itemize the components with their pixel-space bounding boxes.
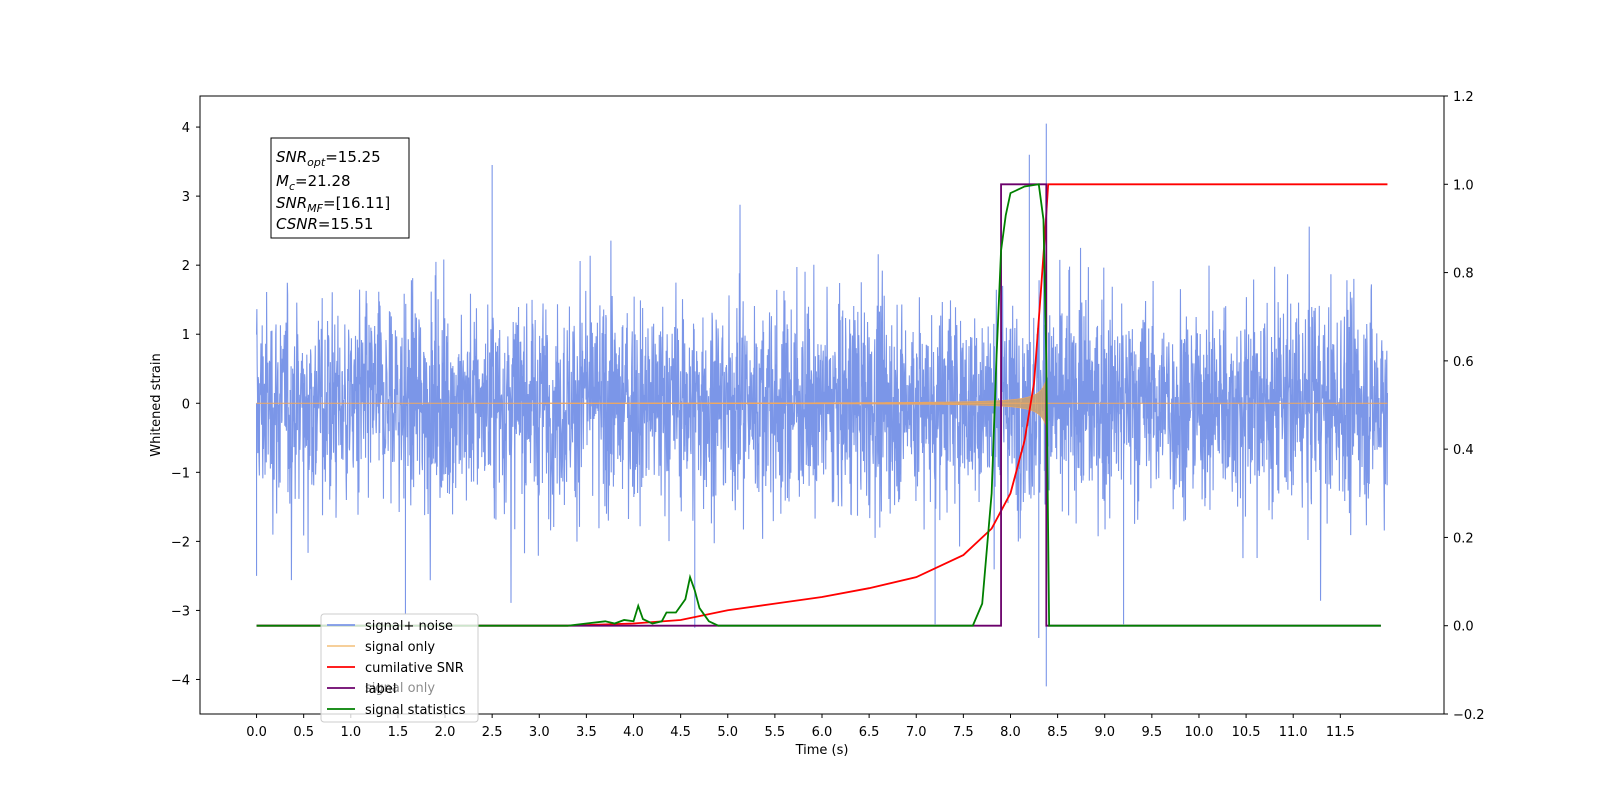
legend-entry: signal+ noise (327, 619, 453, 634)
x-tick-label: 1.0 (340, 725, 361, 740)
y-tick-label: −4 (171, 673, 190, 688)
x-tick-label: 8.5 (1047, 725, 1068, 740)
y-right-tick-label: 0.0 (1453, 620, 1474, 635)
x-tick-label: 8.0 (1000, 725, 1021, 740)
stats-annotation: SNRopt=15.25 Mc=21.28 SNRMF=[16.11] CSNR… (270, 137, 410, 239)
x-tick-label: 2.5 (482, 725, 503, 740)
x-tick-label: 11.0 (1279, 725, 1308, 740)
y-tick-label: 1 (182, 328, 190, 343)
annotation-snr-mf: SNRMF=[16.11] (276, 194, 390, 215)
x-tick-label: 4.5 (670, 725, 691, 740)
y-tick-label: −2 (171, 535, 190, 550)
y-tick-label: 3 (182, 190, 190, 205)
x-tick-label: 0.0 (246, 725, 267, 740)
x-tick-label: 5.0 (717, 725, 738, 740)
legend: signal only signal+ noise signal only cumi… (320, 613, 479, 723)
legend-hidden-text: signal only (365, 681, 435, 696)
legend-entry: label (327, 682, 396, 697)
annotation-box (270, 137, 410, 239)
y-right-tick-label: 0.2 (1453, 531, 1474, 546)
y-tick-label: 2 (182, 259, 190, 274)
x-tick-label: 9.0 (1094, 725, 1115, 740)
x-tick-label: 7.0 (906, 725, 927, 740)
legend-label: signal only (365, 640, 435, 655)
y-right-tick-label: 1.2 (1453, 90, 1474, 105)
y-tick-label: 4 (182, 121, 190, 136)
legend-entry: cumilative SNR (327, 661, 464, 676)
series-layer (256, 123, 1388, 687)
x-tick-label: 10.5 (1232, 725, 1261, 740)
x-tick-label: 3.5 (576, 725, 597, 740)
x-tick-label: 11.5 (1326, 725, 1355, 740)
x-axis-label: Time (s) (795, 743, 849, 758)
annotation-mc: Mc=21.28 (276, 172, 351, 193)
x-tick-label: 6.5 (859, 725, 880, 740)
legend-entry: signal statistics (327, 703, 466, 718)
y-right-tick-label: 0.8 (1453, 267, 1474, 282)
legend-box (320, 613, 479, 723)
x-tick-label: 10.0 (1184, 725, 1213, 740)
legend-label: signal+ noise (365, 619, 453, 634)
y-right-tick-label: −0.2 (1453, 708, 1485, 723)
legend-entry: signal only (327, 640, 435, 655)
y-tick-label: 0 (182, 397, 190, 412)
y-right-tick-label: 0.4 (1453, 443, 1474, 458)
x-tick-label: 3.0 (529, 725, 550, 740)
x-tick-label: 5.5 (765, 725, 786, 740)
series-signal-statistics (256, 183, 1381, 627)
y-tick-label: −3 (171, 604, 190, 619)
legend-label: label (365, 682, 396, 697)
x-tick-label: 9.5 (1142, 725, 1163, 740)
y-right-tick-label: 1.0 (1453, 178, 1474, 193)
legend-label: cumilative SNR (365, 661, 464, 676)
x-tick-label: 2.0 (435, 725, 456, 740)
y-axis-right: 1.2 1.0 0.8 0.6 0.4 0.2 0.0 −0.2 (1444, 90, 1485, 723)
y-right-tick-label: 0.6 (1453, 355, 1474, 370)
series-cumilative-snr (256, 183, 1388, 627)
y-axis-label: Whitened strain (149, 353, 164, 456)
legend-label: signal statistics (365, 703, 466, 718)
annotation-csnr: CSNR=15.51 (276, 215, 373, 233)
annotation-snr-opt: SNRopt=15.25 (276, 148, 381, 169)
x-tick-label: 7.5 (953, 725, 974, 740)
x-tick-label: 1.5 (388, 725, 409, 740)
y-tick-label: −1 (171, 466, 190, 481)
x-axis: 0.0 0.5 1.0 1.5 2.0 2.5 3.0 3.5 4.0 4.5 5.0 5.5 6.0 6… (246, 714, 1355, 740)
y-axis-left: 4 3 2 1 0 −1 −2 −3 −4 (171, 121, 200, 688)
x-tick-label: 0.5 (293, 725, 314, 740)
x-tick-label: 6.0 (812, 725, 833, 740)
x-tick-label: 4.0 (623, 725, 644, 740)
